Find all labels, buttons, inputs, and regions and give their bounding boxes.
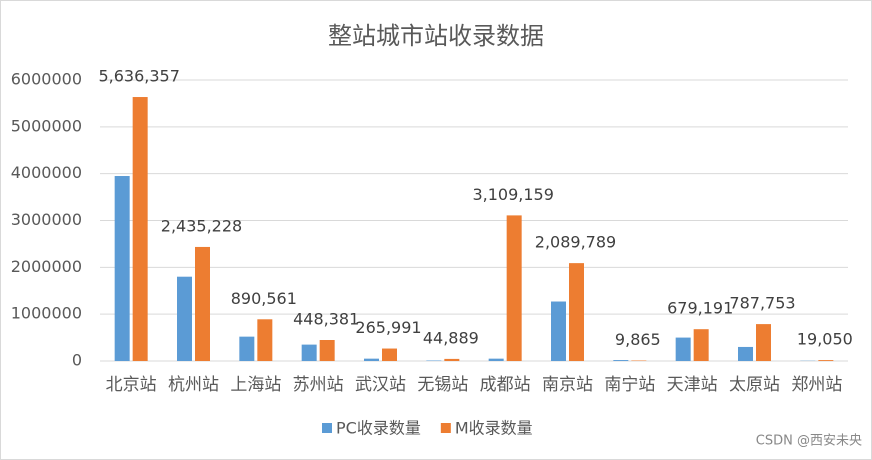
- y-tick-label: 2000000: [11, 257, 82, 276]
- data-label: 890,561: [231, 289, 297, 308]
- bar: [738, 346, 753, 361]
- x-tick-label: 天津站: [667, 375, 718, 395]
- legend-label: M收录数量: [455, 419, 533, 438]
- y-tick-label: 5000000: [11, 116, 82, 135]
- bar: [693, 329, 709, 361]
- x-tick-label: 苏州站: [293, 375, 344, 395]
- bar: [195, 246, 210, 361]
- legend-swatch: [440, 423, 451, 433]
- data-label: 3,109,159: [472, 185, 553, 204]
- bar: [319, 340, 335, 361]
- data-label: 679,191: [667, 299, 733, 318]
- bar: [506, 215, 522, 361]
- x-tick-label: 成都站: [480, 375, 531, 395]
- data-label: 9,865: [615, 330, 661, 349]
- bar: [756, 324, 771, 361]
- bar: [444, 358, 460, 361]
- bar: [382, 348, 397, 361]
- bar: [301, 344, 317, 361]
- data-label: 448,381: [293, 310, 359, 329]
- data-label: 787,753: [729, 294, 795, 313]
- bar: [675, 337, 691, 361]
- bar: [569, 263, 584, 361]
- watermark: CSDN @西安未央: [756, 434, 862, 449]
- chart-title: 整站城市站收录数据: [328, 22, 544, 50]
- bar: [114, 176, 130, 361]
- x-tick-label: 郑州站: [791, 375, 842, 395]
- legend-label: PC收录数量: [336, 419, 421, 438]
- bar: [239, 336, 255, 361]
- bar: [551, 301, 566, 361]
- x-tick-label: 武汉站: [355, 375, 406, 395]
- bar: [132, 97, 148, 362]
- y-tick-label: 3000000: [11, 210, 82, 229]
- x-tick-label: 杭州站: [168, 375, 219, 395]
- bar: [613, 360, 629, 361]
- y-tick-label: 0: [72, 351, 82, 370]
- x-tick-label: 上海站: [230, 375, 281, 395]
- data-label: 5,636,357: [98, 67, 179, 86]
- y-tick-label: 6000000: [11, 70, 82, 89]
- legend-swatch: [322, 423, 332, 433]
- data-label: 44,889: [423, 328, 479, 347]
- bar: [488, 358, 504, 361]
- x-tick-label: 北京站: [106, 375, 157, 395]
- bar: [818, 360, 834, 361]
- data-label: 2,089,789: [535, 233, 616, 252]
- x-tick-label: 太原站: [729, 375, 780, 395]
- y-tick-label: 1000000: [11, 304, 82, 323]
- x-tick-label: 无锡站: [417, 375, 468, 395]
- x-tick-label: 南京站: [542, 375, 593, 395]
- bar: [177, 276, 192, 361]
- bar: [364, 358, 379, 361]
- data-label: 19,050: [797, 330, 853, 349]
- bar: [257, 319, 273, 361]
- x-tick-label: 南宁站: [604, 375, 655, 395]
- y-tick-label: 4000000: [11, 163, 82, 182]
- data-label: 2,435,228: [161, 216, 242, 235]
- data-label: 265,991: [355, 318, 421, 337]
